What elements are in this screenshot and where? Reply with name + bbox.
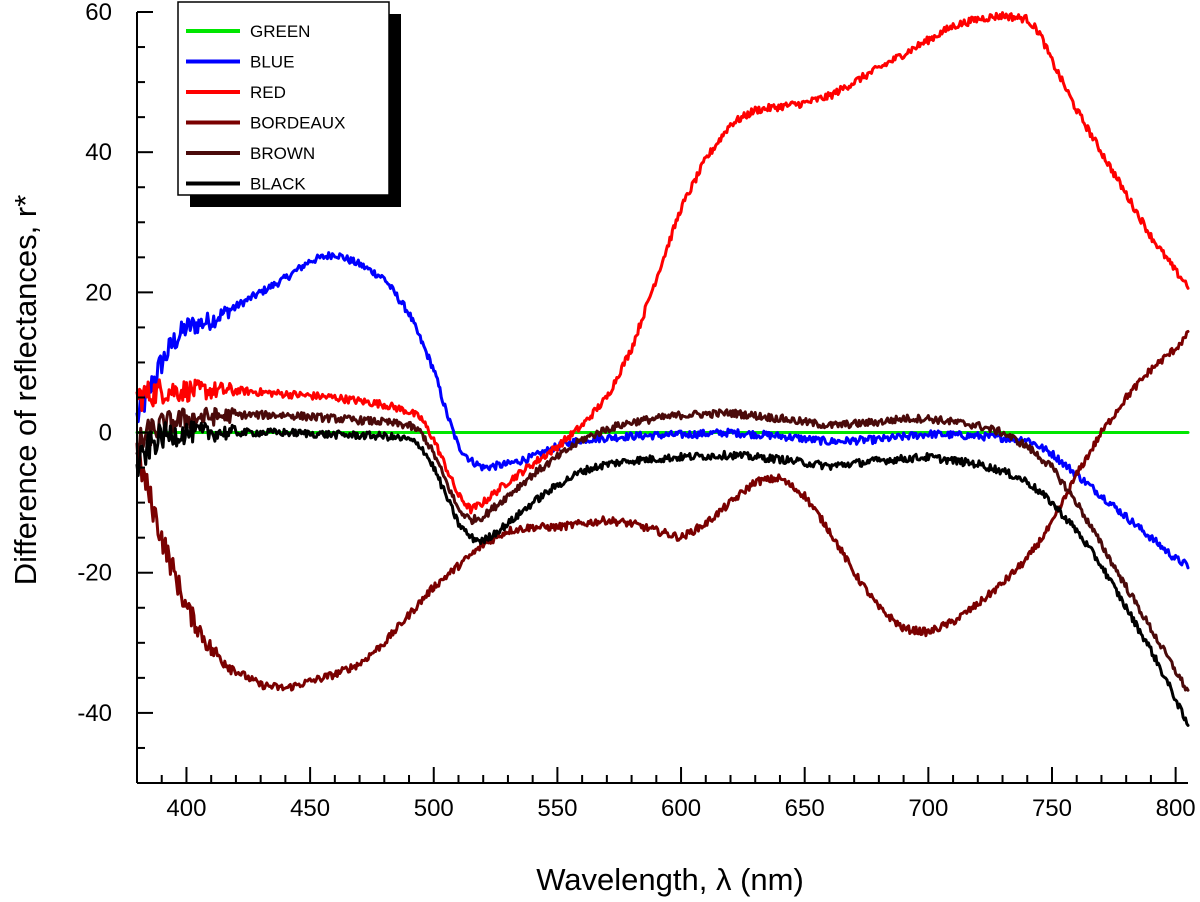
x-tick-label: 550 [537, 795, 577, 822]
y-tick-label: 60 [85, 0, 112, 26]
x-tick-label: 750 [1032, 795, 1072, 822]
legend-label-blue: BLUE [250, 53, 294, 72]
plot-area [135, 11, 1190, 727]
legend-label-brown: BROWN [250, 144, 315, 163]
x-tick-label: 700 [908, 795, 948, 822]
y-tick-label: 20 [85, 279, 112, 306]
x-tick-label: 800 [1156, 795, 1196, 822]
x-tick-label: 400 [166, 795, 206, 822]
legend-label-bordeaux: BORDEAUX [250, 114, 345, 133]
y-tick-label: 0 [99, 420, 112, 447]
y-tick-label: -20 [77, 560, 112, 587]
series-line-red [135, 11, 1190, 515]
y-tick-label: -40 [77, 700, 112, 727]
y-axis-title: Difference of reflectances, r* [8, 195, 43, 586]
x-tick-label: 600 [661, 795, 701, 822]
legend-box [177, 1, 390, 196]
series-line-bordeaux [135, 330, 1190, 692]
x-tick-label: 500 [414, 795, 454, 822]
series-line-black [135, 420, 1190, 727]
y-tick-label: 40 [85, 139, 112, 166]
series-line-blue [135, 251, 1190, 570]
x-tick-label: 450 [290, 795, 330, 822]
x-axis: 400 450 500 550 600 650 700 750 800 [136, 767, 1196, 822]
legend: GREEN BLUE RED BORDEAUX BROWN BLACK [177, 1, 401, 207]
legend-label-black: BLACK [250, 175, 306, 194]
legend-label-red: RED [250, 83, 286, 102]
legend-label-green: GREEN [250, 22, 310, 41]
y-axis: -40 -20 0 20 40 60 [77, 0, 153, 784]
series-line-brown [135, 406, 1190, 692]
x-tick-label: 650 [785, 795, 825, 822]
x-axis-title: Wavelength, λ (nm) [536, 862, 804, 897]
